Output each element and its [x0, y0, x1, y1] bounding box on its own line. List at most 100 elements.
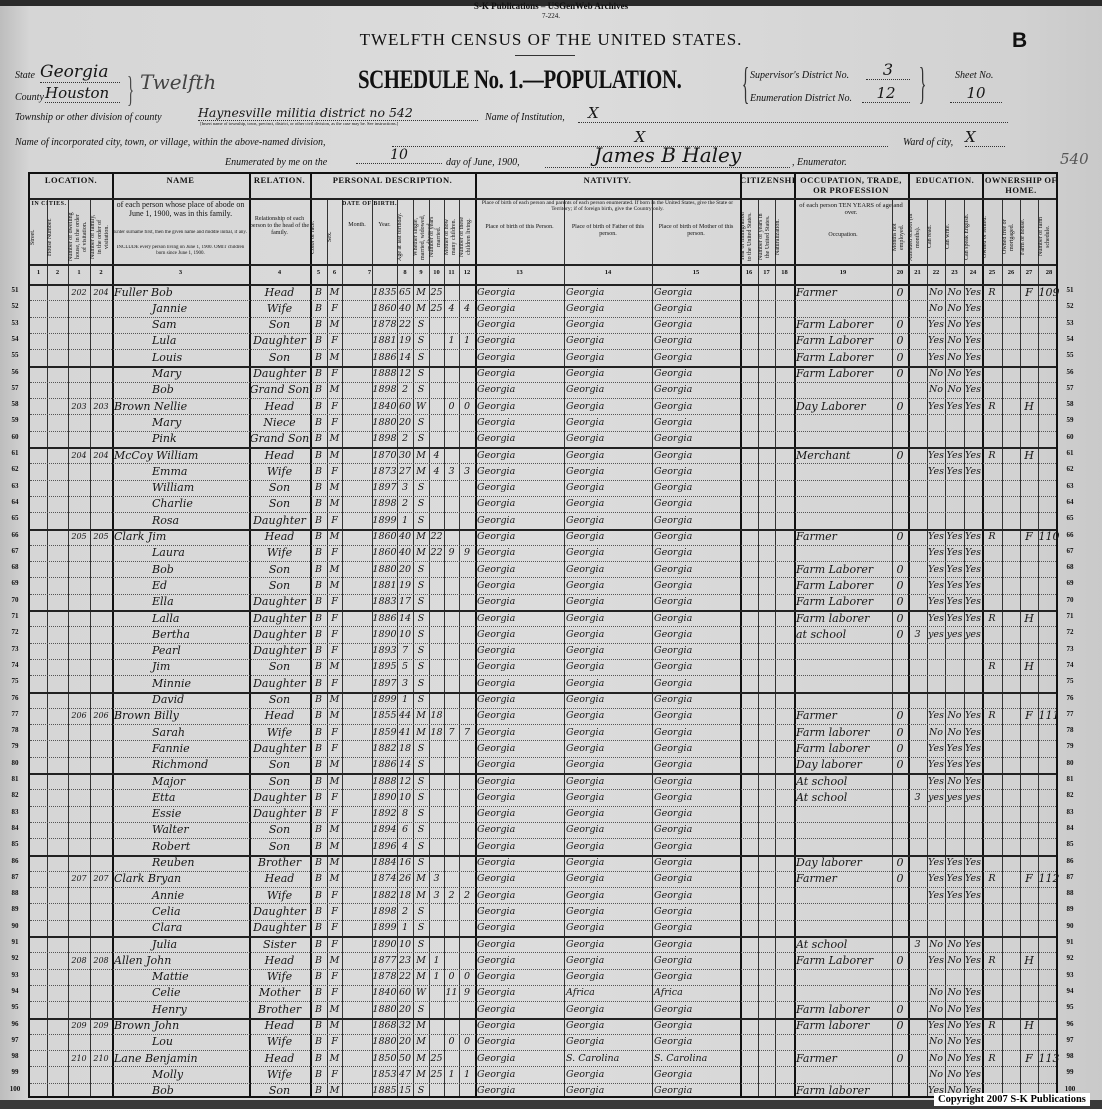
cell-mar[interactable]: S: [417, 482, 425, 494]
cell-own[interactable]: R: [988, 661, 996, 673]
cell-rd[interactable]: Yes: [928, 710, 944, 722]
cell-sex[interactable]: F: [331, 1036, 338, 1048]
cell-rd[interactable]: Yes: [928, 449, 944, 461]
cell-unemp[interactable]: 0: [896, 448, 904, 462]
cell-fbp[interactable]: Georgia: [566, 1036, 605, 1048]
cell-bp[interactable]: Georgia: [477, 694, 516, 705]
cell-unemp[interactable]: 0: [896, 725, 904, 739]
cell-bp[interactable]: Georgia: [477, 824, 516, 836]
cell-bp[interactable]: Georgia: [477, 319, 516, 331]
cell-bp[interactable]: Georgia: [477, 498, 516, 510]
cell-fbp[interactable]: Georgia: [566, 742, 605, 754]
cell-own[interactable]: R: [988, 1020, 996, 1031]
cell-mbp[interactable]: Georgia: [654, 514, 693, 526]
cell-occ[interactable]: Farm laborer: [796, 1002, 870, 1016]
cell-col[interactable]: B: [315, 987, 322, 999]
cell-col[interactable]: B: [315, 400, 322, 412]
cell-yr[interactable]: 1898: [372, 384, 397, 396]
cell-fbp[interactable]: Georgia: [566, 319, 605, 331]
cell-name[interactable]: Clara: [152, 921, 183, 935]
cell-sex[interactable]: M: [329, 286, 340, 298]
cell-col[interactable]: B: [315, 645, 322, 657]
cell-name[interactable]: Jannie: [152, 301, 188, 315]
cell-mar[interactable]: S: [417, 628, 425, 640]
cell-wr[interactable]: No: [947, 1003, 962, 1015]
cell-name[interactable]: Brown John: [114, 1019, 180, 1032]
cell-rel[interactable]: Wife: [266, 464, 293, 478]
cell-en[interactable]: Yes: [965, 563, 981, 575]
cell-fbp[interactable]: Georgia: [566, 661, 605, 673]
cell-rel[interactable]: Head: [264, 1019, 295, 1032]
cell-occ[interactable]: Farm Laborer: [796, 578, 874, 592]
cell-occ[interactable]: Day laborer: [796, 758, 862, 772]
cell-sex[interactable]: M: [329, 579, 340, 591]
cell-rd[interactable]: No: [928, 368, 944, 379]
cell-sex[interactable]: M: [329, 775, 340, 787]
cell-rel[interactable]: Wife: [266, 888, 293, 902]
cell-name[interactable]: Fannie: [152, 741, 190, 755]
cell-en[interactable]: Yes: [965, 954, 981, 966]
cell-age[interactable]: 40: [398, 302, 412, 314]
cell-sex[interactable]: M: [329, 759, 340, 771]
cell-yr[interactable]: 1880: [372, 563, 397, 575]
cell-mbp[interactable]: Georgia: [654, 694, 693, 705]
cell-mbp[interactable]: Georgia: [654, 1085, 693, 1097]
cell-name[interactable]: Walter: [152, 823, 189, 837]
cell-cl[interactable]: 0: [463, 971, 471, 983]
cell-mar[interactable]: M: [416, 873, 426, 885]
cell-sex[interactable]: F: [331, 726, 338, 738]
sheet-field[interactable]: 10: [950, 84, 1002, 103]
cell-en[interactable]: Yes: [965, 987, 981, 999]
cell-mbp[interactable]: Georgia: [654, 596, 693, 608]
cell-rd[interactable]: Yes: [928, 954, 944, 966]
cell-name[interactable]: Essie: [152, 807, 182, 821]
cell-name[interactable]: Louis: [152, 350, 183, 364]
cell-own[interactable]: R: [988, 400, 996, 412]
cell-mbp[interactable]: Georgia: [654, 857, 693, 868]
cell-mar[interactable]: M: [416, 1068, 426, 1080]
cell-unemp[interactable]: 0: [896, 611, 904, 625]
cell-wr[interactable]: Yes: [946, 449, 963, 461]
cell-fbp[interactable]: Georgia: [566, 433, 605, 445]
cell-dw[interactable]: 207: [71, 874, 87, 884]
cell-age[interactable]: 30: [398, 449, 412, 461]
cell-rd[interactable]: No: [928, 302, 944, 314]
cell-rel[interactable]: Son: [268, 497, 291, 511]
cell-sex[interactable]: M: [329, 1020, 340, 1031]
cell-yr[interactable]: 1883: [372, 596, 397, 608]
cell-mar[interactable]: S: [417, 612, 425, 624]
cell-mbp[interactable]: Georgia: [654, 775, 693, 787]
cell-sex[interactable]: F: [331, 302, 338, 314]
cell-wr[interactable]: No: [947, 286, 962, 298]
cell-bp[interactable]: Georgia: [477, 987, 516, 999]
cell-mar[interactable]: S: [417, 498, 425, 510]
cell-wr[interactable]: No: [947, 302, 962, 314]
cell-col[interactable]: B: [315, 808, 322, 820]
cell-col[interactable]: B: [315, 612, 322, 624]
cell-col[interactable]: B: [315, 286, 322, 298]
cell-name[interactable]: Molly: [152, 1067, 184, 1081]
cell-mar[interactable]: M: [416, 1052, 426, 1064]
cell-sex[interactable]: F: [331, 938, 338, 950]
cell-name[interactable]: Sam: [152, 318, 177, 332]
cell-yr[interactable]: 1888: [372, 368, 397, 379]
cell-col[interactable]: B: [315, 775, 322, 787]
cell-age[interactable]: 22: [398, 971, 412, 983]
cell-col[interactable]: B: [315, 824, 322, 836]
cell-age[interactable]: 50: [398, 1052, 412, 1064]
cell-name[interactable]: Henry: [152, 1002, 187, 1016]
cell-col[interactable]: B: [315, 563, 322, 575]
cell-ym[interactable]: 1: [433, 971, 440, 983]
cell-sex[interactable]: F: [331, 514, 338, 526]
cell-bp[interactable]: Georgia: [477, 759, 516, 771]
cell-wr[interactable]: No: [947, 335, 962, 347]
cell-bp[interactable]: Georgia: [477, 726, 516, 738]
cell-farm[interactable]: H: [1024, 448, 1034, 462]
cell-yr[interactable]: 1859: [372, 726, 397, 738]
cell-sex[interactable]: M: [329, 954, 340, 966]
cell-fbp[interactable]: Georgia: [566, 498, 605, 510]
cell-en[interactable]: Yes: [965, 286, 981, 298]
cell-age[interactable]: 47: [398, 1068, 412, 1080]
cell-name[interactable]: Celie: [152, 986, 181, 1000]
cell-farm[interactable]: F: [1025, 709, 1033, 723]
